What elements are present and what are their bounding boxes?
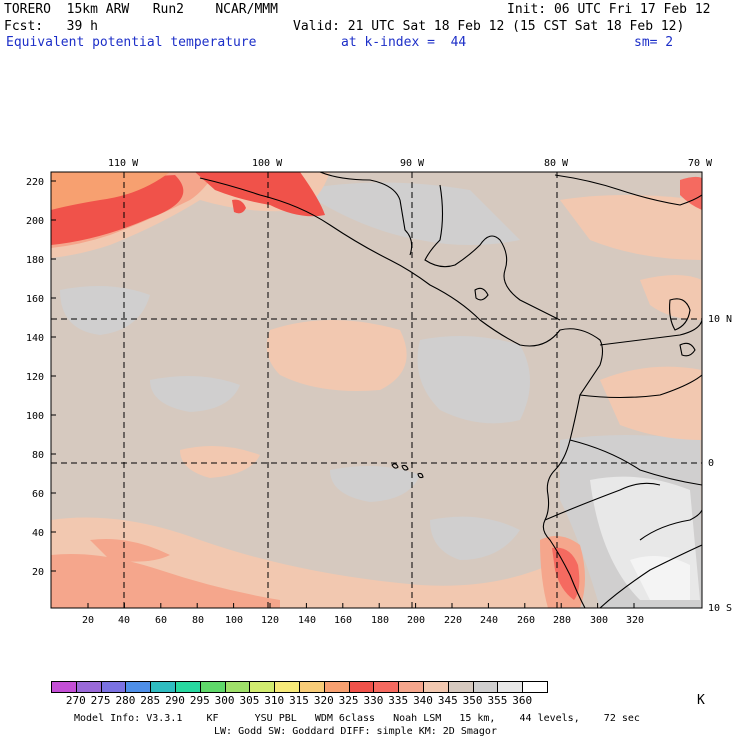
x-tick-300: 300 xyxy=(590,615,609,626)
x-tick-200: 200 xyxy=(407,615,426,626)
colorbar-label: 345 xyxy=(437,694,458,707)
colorbar-label: 350 xyxy=(462,694,483,707)
x-tick-220: 220 xyxy=(444,615,463,626)
colorbar-swatch xyxy=(224,681,251,693)
y-tick-100: 100 xyxy=(26,411,45,422)
lon-label-110w: 110 W xyxy=(108,158,139,169)
x-tick-280: 280 xyxy=(553,615,572,626)
x-tick-80: 80 xyxy=(192,615,205,626)
colorbar-swatch xyxy=(323,681,350,693)
colorbar-swatch xyxy=(373,681,400,693)
y-tick-200: 200 xyxy=(26,216,45,227)
colorbar-swatch xyxy=(199,681,226,693)
x-tick-120: 120 xyxy=(261,615,280,626)
colorbar-unit: K xyxy=(697,693,705,708)
y-tick-60: 60 xyxy=(32,489,45,500)
y-tick-20: 20 xyxy=(32,567,45,578)
colorbar-swatch xyxy=(472,681,499,693)
lon-label-100w: 100 W xyxy=(252,158,283,169)
header-run-info: TORERO 15km ARW Run2 NCAR/MMM xyxy=(4,2,278,17)
model-info: Model Info: V3.3.1 KF YSU PBL WDM 6class… xyxy=(74,713,640,724)
x-tick-20: 20 xyxy=(82,615,95,626)
axis-ticks xyxy=(51,180,635,608)
colorbar-label: 285 xyxy=(140,694,161,707)
field-title: Equivalent potential temperature xyxy=(6,35,257,50)
y-tick-80: 80 xyxy=(32,450,45,461)
colorbar-label: 310 xyxy=(264,694,285,707)
colorbar-swatch xyxy=(522,681,548,693)
y-tick-160: 160 xyxy=(26,294,45,305)
colorbar-label: 270 xyxy=(65,694,86,707)
smoothing-label: sm= 2 xyxy=(634,35,674,50)
colorbar-swatch xyxy=(75,681,102,693)
colorbar-swatch xyxy=(348,681,375,693)
y-tick-180: 180 xyxy=(26,255,45,266)
colorbar-label: 290 xyxy=(165,694,185,707)
y-tick-40: 40 xyxy=(32,528,45,539)
header-valid-time: Valid: 21 UTC Sat 18 Feb 12 (15 CST Sat … xyxy=(293,19,685,34)
colorbar-swatch xyxy=(175,681,201,693)
colorbar-label: 315 xyxy=(289,694,309,707)
lon-label-80w: 80 W xyxy=(544,158,569,169)
colorbar-label: 305 xyxy=(239,694,260,707)
lat-label-0: 0 xyxy=(708,458,715,469)
x-tick-260: 260 xyxy=(517,615,536,626)
colorbar-label: 330 xyxy=(363,694,384,707)
colorbar-swatch xyxy=(423,681,449,693)
colorbar-swatch xyxy=(274,681,300,693)
colorbar-label: 360 xyxy=(512,694,533,707)
colorbar-swatch xyxy=(249,681,276,693)
colorbar-swatch xyxy=(150,681,176,693)
lat-label-10n: 10 N xyxy=(708,314,733,325)
colorbar-swatch xyxy=(125,681,152,693)
map-frame xyxy=(50,171,703,609)
y-tick-220: 220 xyxy=(26,177,45,188)
header-forecast-hour: Fcst: 39 h xyxy=(4,19,98,34)
colorbar-swatch xyxy=(299,681,325,693)
colorbar-label: 320 xyxy=(313,694,334,707)
colorbar-swatch xyxy=(100,681,127,693)
lon-label-70w: 70 W xyxy=(688,158,713,169)
colorbar-swatch xyxy=(398,681,424,693)
lon-label-90w: 90 W xyxy=(400,158,425,169)
x-tick-160: 160 xyxy=(334,615,353,626)
colorbar-label: 335 xyxy=(388,694,409,707)
header-init-time: Init: 06 UTC Fri 17 Feb 12 xyxy=(507,2,711,17)
y-tick-120: 120 xyxy=(26,372,45,383)
level-label: at k-index = 44 xyxy=(341,35,467,50)
colorbar-label: 300 xyxy=(214,694,235,707)
graticule xyxy=(51,172,702,608)
x-tick-240: 240 xyxy=(480,615,499,626)
colorbar-label: 280 xyxy=(115,694,136,707)
colorbar-label: 325 xyxy=(338,694,359,707)
coastlines xyxy=(199,172,702,608)
physics-info: LW: Godd SW: Goddard DIFF: simple KM: 2D… xyxy=(214,726,497,737)
colorbar-label: 340 xyxy=(413,694,433,707)
x-tick-320: 320 xyxy=(626,615,645,626)
colorbar-label: 355 xyxy=(487,694,508,707)
colorbar-swatch xyxy=(447,681,474,693)
lat-label-10s: 10 S xyxy=(708,603,733,614)
x-tick-140: 140 xyxy=(298,615,317,626)
colorbar-label: 275 xyxy=(90,694,111,707)
colorbar-swatch xyxy=(51,681,77,693)
x-tick-100: 100 xyxy=(225,615,244,626)
y-tick-140: 140 xyxy=(26,333,45,344)
theta-e-field xyxy=(51,172,702,608)
x-tick-60: 60 xyxy=(155,615,168,626)
colorbar-swatch xyxy=(497,681,524,693)
colorbar-label: 295 xyxy=(189,694,210,707)
x-tick-40: 40 xyxy=(118,615,131,626)
x-tick-180: 180 xyxy=(371,615,390,626)
